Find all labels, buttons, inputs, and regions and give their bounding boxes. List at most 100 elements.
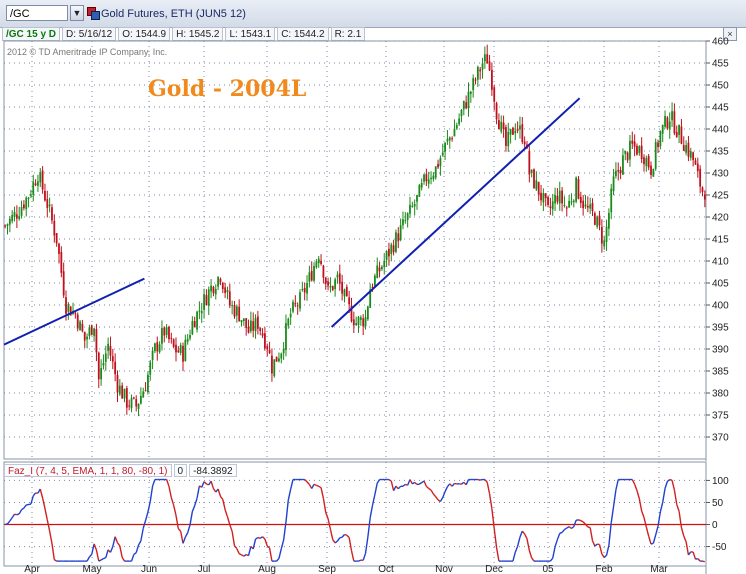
oscillator-segment	[388, 478, 392, 482]
symbol-input[interactable]: /GC	[6, 5, 68, 21]
candle-body	[147, 374, 149, 393]
y-tick-label: 400	[712, 301, 729, 312]
oscillator-segment	[650, 542, 654, 545]
price-chart[interactable]: 370 375 380 385 390 395 400 405 410 415 420 425 430 4…	[0, 37, 746, 461]
oscillator-segment	[231, 531, 236, 546]
candle-body	[383, 260, 386, 268]
oscillator-segment	[140, 528, 144, 541]
oscillator-segment	[390, 480, 395, 491]
oscillator-segment	[289, 479, 294, 490]
candle-body	[362, 318, 365, 327]
symbol-link-icon[interactable]	[87, 7, 100, 20]
candle-body	[521, 124, 524, 143]
candle-body	[39, 172, 42, 183]
copyright-notice: 2012 © TD Ameritrade IP Company, Inc.	[7, 47, 168, 57]
candle-body	[432, 175, 435, 180]
oscillator-segment	[182, 536, 187, 544]
candle-body	[123, 388, 126, 399]
oscillator-segment	[177, 528, 182, 532]
oscillator-segment	[9, 517, 13, 522]
candle-body	[666, 117, 669, 129]
candle-body	[678, 124, 680, 135]
y-tick-label: 440	[712, 125, 729, 136]
candle-body	[376, 265, 379, 278]
y-tick-label: 445	[712, 103, 729, 114]
oscillator-segment	[598, 544, 603, 555]
oscillator-segment	[633, 483, 638, 491]
oscillator-segment	[112, 536, 116, 547]
candle-body	[74, 313, 77, 315]
candle-body	[203, 294, 205, 310]
candle-body	[118, 385, 121, 395]
candle-body	[301, 289, 304, 291]
oscillator-segment	[488, 493, 493, 509]
candle-body	[111, 356, 114, 362]
oscillator-segment	[376, 479, 381, 484]
oscillator-segment	[88, 553, 93, 558]
candle-body	[673, 111, 676, 134]
oscillator-segment	[114, 536, 119, 544]
candle-body	[446, 138, 449, 142]
y-tick-label: 380	[712, 389, 729, 400]
candle-body	[664, 115, 666, 127]
candle-body	[692, 152, 695, 161]
candle-body	[607, 212, 610, 229]
candle-body	[22, 204, 25, 209]
oscillator-segment	[444, 486, 449, 492]
candle-body	[371, 286, 374, 289]
candle-body	[434, 166, 437, 178]
oscillator-segment	[631, 479, 636, 485]
oscillator-segment	[6, 520, 11, 525]
candle-body	[469, 91, 472, 94]
candle-body	[34, 183, 37, 186]
candle-body	[210, 285, 212, 292]
close-icon[interactable]: ×	[723, 27, 737, 41]
candle-body	[4, 225, 7, 227]
oscillator-tick-label: 100	[712, 476, 729, 487]
chevron-down-icon[interactable]: ▼	[70, 5, 84, 21]
oscillator-segment	[673, 489, 678, 505]
candle-body	[320, 260, 322, 264]
oscillator-segment	[640, 510, 645, 518]
candle-body	[509, 129, 512, 135]
candle-body	[563, 204, 566, 206]
candle-body	[598, 215, 601, 226]
ohlc-range: R: 2.1	[330, 27, 366, 41]
oscillator-segment	[392, 485, 397, 491]
x-tick-label: Apr	[24, 564, 40, 574]
ohlc-date: D: 5/16/12	[62, 27, 117, 41]
oscillator-segment	[327, 518, 332, 530]
indicator-name: Faz_I (7, 4, 5, EMA, 1, 1, 80, -80, 1)	[4, 464, 172, 477]
candle-body	[331, 286, 334, 290]
oscillator-segment	[268, 547, 273, 562]
y-tick-label: 370	[712, 433, 729, 444]
oscillator-segment	[589, 527, 594, 541]
oscillator-segment	[692, 551, 697, 560]
candle-body	[549, 206, 552, 208]
candle-body	[51, 207, 53, 221]
candle-body	[350, 305, 353, 322]
candle-body	[505, 127, 507, 146]
candle-body	[512, 127, 514, 135]
oscillator-chart[interactable]: 100 50 0 -50 Apr May Jun Jul Aug Sep Oct Nov Dec 05 Fe…	[0, 461, 746, 574]
candle-body	[60, 251, 63, 273]
candle-body	[441, 152, 444, 156]
candle-body	[392, 245, 395, 253]
instrument-title: Gold Futures, ETH (JUN5 12)	[101, 8, 246, 20]
oscillator-segment	[109, 546, 114, 553]
candle-body	[172, 339, 175, 347]
candle-body	[418, 185, 421, 197]
candle-body	[313, 265, 315, 281]
candle-body	[102, 362, 105, 366]
oscillator-segment	[280, 539, 285, 549]
oscillator-segment	[346, 534, 350, 539]
toolbar: /GC ▼ Gold Futures, ETH (JUN5 12)	[0, 0, 746, 28]
candle-body	[161, 328, 163, 344]
y-tick-label: 385	[712, 367, 729, 378]
candle-body	[631, 140, 634, 144]
oscillator-segment	[21, 507, 25, 511]
candle-body	[528, 150, 531, 175]
oscillator-segment	[358, 559, 362, 562]
oscillator-segment	[439, 497, 444, 502]
candle-body	[139, 396, 142, 404]
